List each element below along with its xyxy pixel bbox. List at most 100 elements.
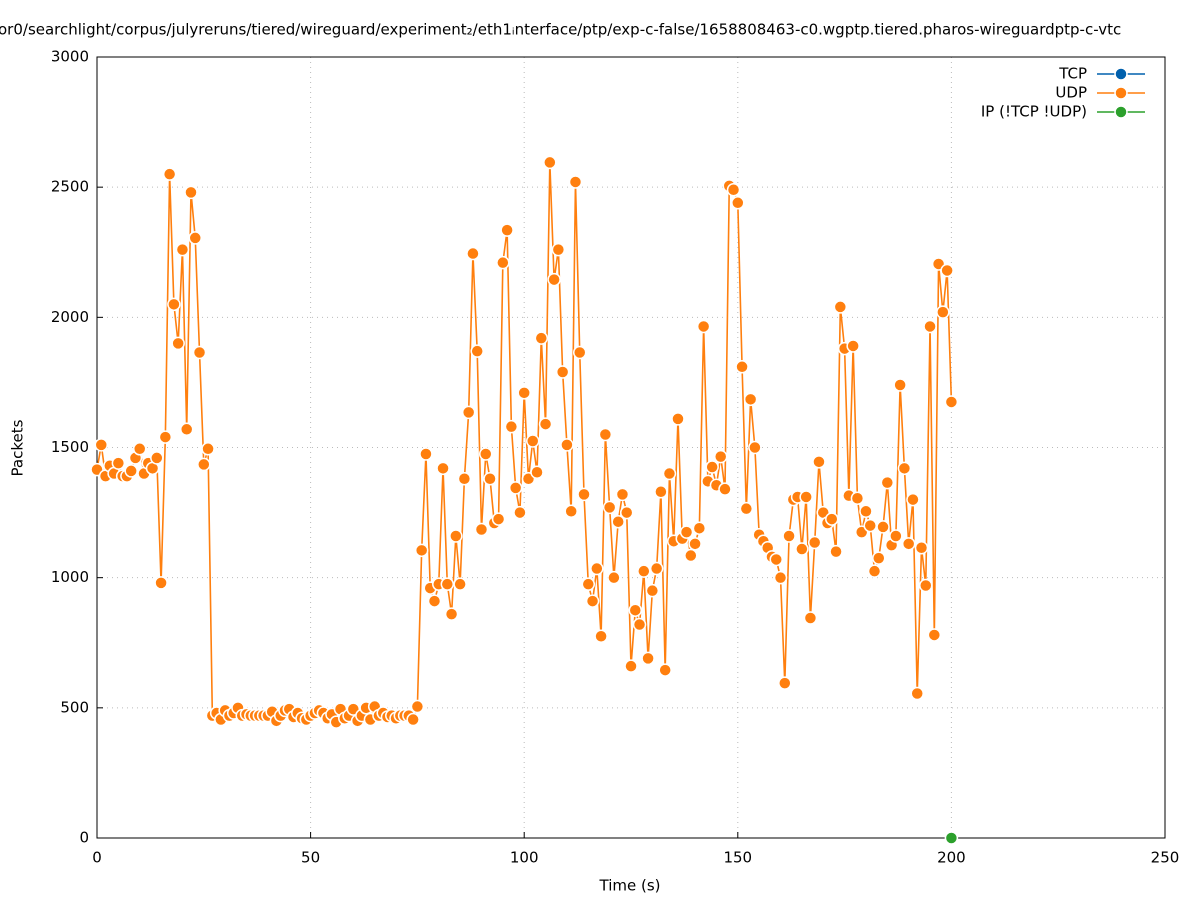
data-point bbox=[534, 331, 549, 345]
data-point bbox=[444, 607, 459, 621]
data-point bbox=[581, 577, 596, 591]
data-point bbox=[568, 175, 583, 189]
data-point bbox=[414, 543, 429, 558]
chart-title: or0/searchlight/corpus/julyreruns/tiered… bbox=[0, 21, 1121, 39]
data-point bbox=[410, 699, 425, 714]
data-point bbox=[175, 242, 190, 257]
data-point bbox=[504, 419, 519, 434]
data-point bbox=[637, 564, 651, 578]
data-point bbox=[197, 457, 211, 472]
data-point bbox=[560, 438, 574, 452]
data-point bbox=[679, 525, 694, 539]
data-point bbox=[150, 451, 164, 465]
data-point bbox=[645, 583, 660, 598]
y-axis-label: Packets bbox=[9, 419, 27, 476]
legend-marker bbox=[1114, 105, 1128, 119]
data-point bbox=[167, 297, 181, 312]
data-point bbox=[654, 485, 668, 499]
data-point bbox=[713, 449, 728, 464]
data-point bbox=[906, 492, 920, 507]
data-point bbox=[778, 676, 792, 690]
data-point bbox=[500, 223, 514, 237]
data-point bbox=[577, 487, 591, 502]
data-point bbox=[619, 505, 634, 520]
data-point bbox=[671, 412, 685, 426]
data-point bbox=[914, 540, 929, 555]
data-point bbox=[731, 196, 745, 210]
data-point bbox=[726, 183, 741, 197]
data-point bbox=[508, 481, 523, 495]
x-axis-label: Time (s) bbox=[599, 877, 661, 895]
data-point bbox=[201, 442, 215, 456]
data-point bbox=[632, 617, 647, 632]
data-point bbox=[406, 712, 420, 727]
data-point bbox=[615, 487, 630, 502]
data-point bbox=[658, 663, 672, 677]
data-point bbox=[769, 552, 783, 567]
data-point bbox=[192, 345, 207, 360]
data-point bbox=[551, 242, 566, 257]
data-point bbox=[154, 576, 168, 590]
data-point bbox=[590, 561, 604, 576]
data-point bbox=[662, 466, 677, 481]
data-point bbox=[936, 305, 950, 319]
data-point bbox=[684, 548, 698, 563]
data-point bbox=[184, 185, 198, 200]
y-tick-label: 0 bbox=[79, 829, 89, 847]
data-point bbox=[812, 455, 826, 469]
data-point bbox=[132, 442, 147, 456]
data-point bbox=[889, 529, 903, 543]
data-point bbox=[94, 438, 109, 452]
data-point bbox=[419, 447, 433, 461]
data-point bbox=[735, 360, 749, 374]
data-point bbox=[846, 339, 860, 353]
data-point bbox=[449, 529, 463, 543]
y-tick-label: 1000 bbox=[51, 568, 89, 586]
data-point bbox=[171, 336, 185, 351]
data-point bbox=[188, 231, 203, 245]
legend-label: UDP bbox=[1055, 84, 1087, 102]
data-point bbox=[496, 255, 510, 270]
data-point bbox=[461, 405, 476, 420]
data-point bbox=[162, 167, 177, 181]
data-point bbox=[427, 594, 442, 608]
x-tick-label: 200 bbox=[937, 849, 966, 867]
data-point bbox=[158, 430, 173, 444]
data-point bbox=[611, 514, 625, 529]
data-point bbox=[491, 512, 506, 526]
data-point bbox=[850, 491, 865, 506]
data-point bbox=[547, 272, 561, 287]
x-tick-label: 0 bbox=[92, 849, 102, 867]
data-point bbox=[910, 686, 924, 701]
data-point bbox=[795, 542, 809, 556]
data-point bbox=[457, 471, 472, 486]
data-point bbox=[649, 561, 664, 576]
data-point bbox=[470, 344, 484, 358]
data-point bbox=[453, 577, 467, 591]
data-point bbox=[538, 417, 553, 431]
legend-marker bbox=[1114, 86, 1128, 100]
data-point bbox=[124, 464, 138, 478]
data-point bbox=[594, 629, 608, 643]
data-point bbox=[825, 512, 839, 526]
data-point bbox=[944, 395, 959, 409]
data-point bbox=[466, 246, 480, 261]
data-point bbox=[585, 594, 600, 608]
data-point bbox=[923, 319, 937, 334]
data-point bbox=[743, 392, 758, 407]
data-point bbox=[179, 422, 194, 437]
data-point bbox=[688, 537, 702, 551]
legend-marker bbox=[1114, 67, 1128, 81]
data-point bbox=[863, 518, 877, 533]
y-tick-label: 2500 bbox=[51, 178, 89, 196]
data-point bbox=[479, 447, 493, 461]
data-point bbox=[944, 831, 959, 845]
legend-label: IP (!TCP !UDP) bbox=[981, 103, 1087, 121]
data-point bbox=[474, 522, 489, 537]
data-point bbox=[893, 378, 907, 392]
data-point bbox=[748, 440, 762, 455]
data-point bbox=[607, 570, 621, 585]
data-point bbox=[517, 386, 531, 400]
data-point bbox=[872, 551, 886, 565]
data-point bbox=[927, 628, 942, 642]
